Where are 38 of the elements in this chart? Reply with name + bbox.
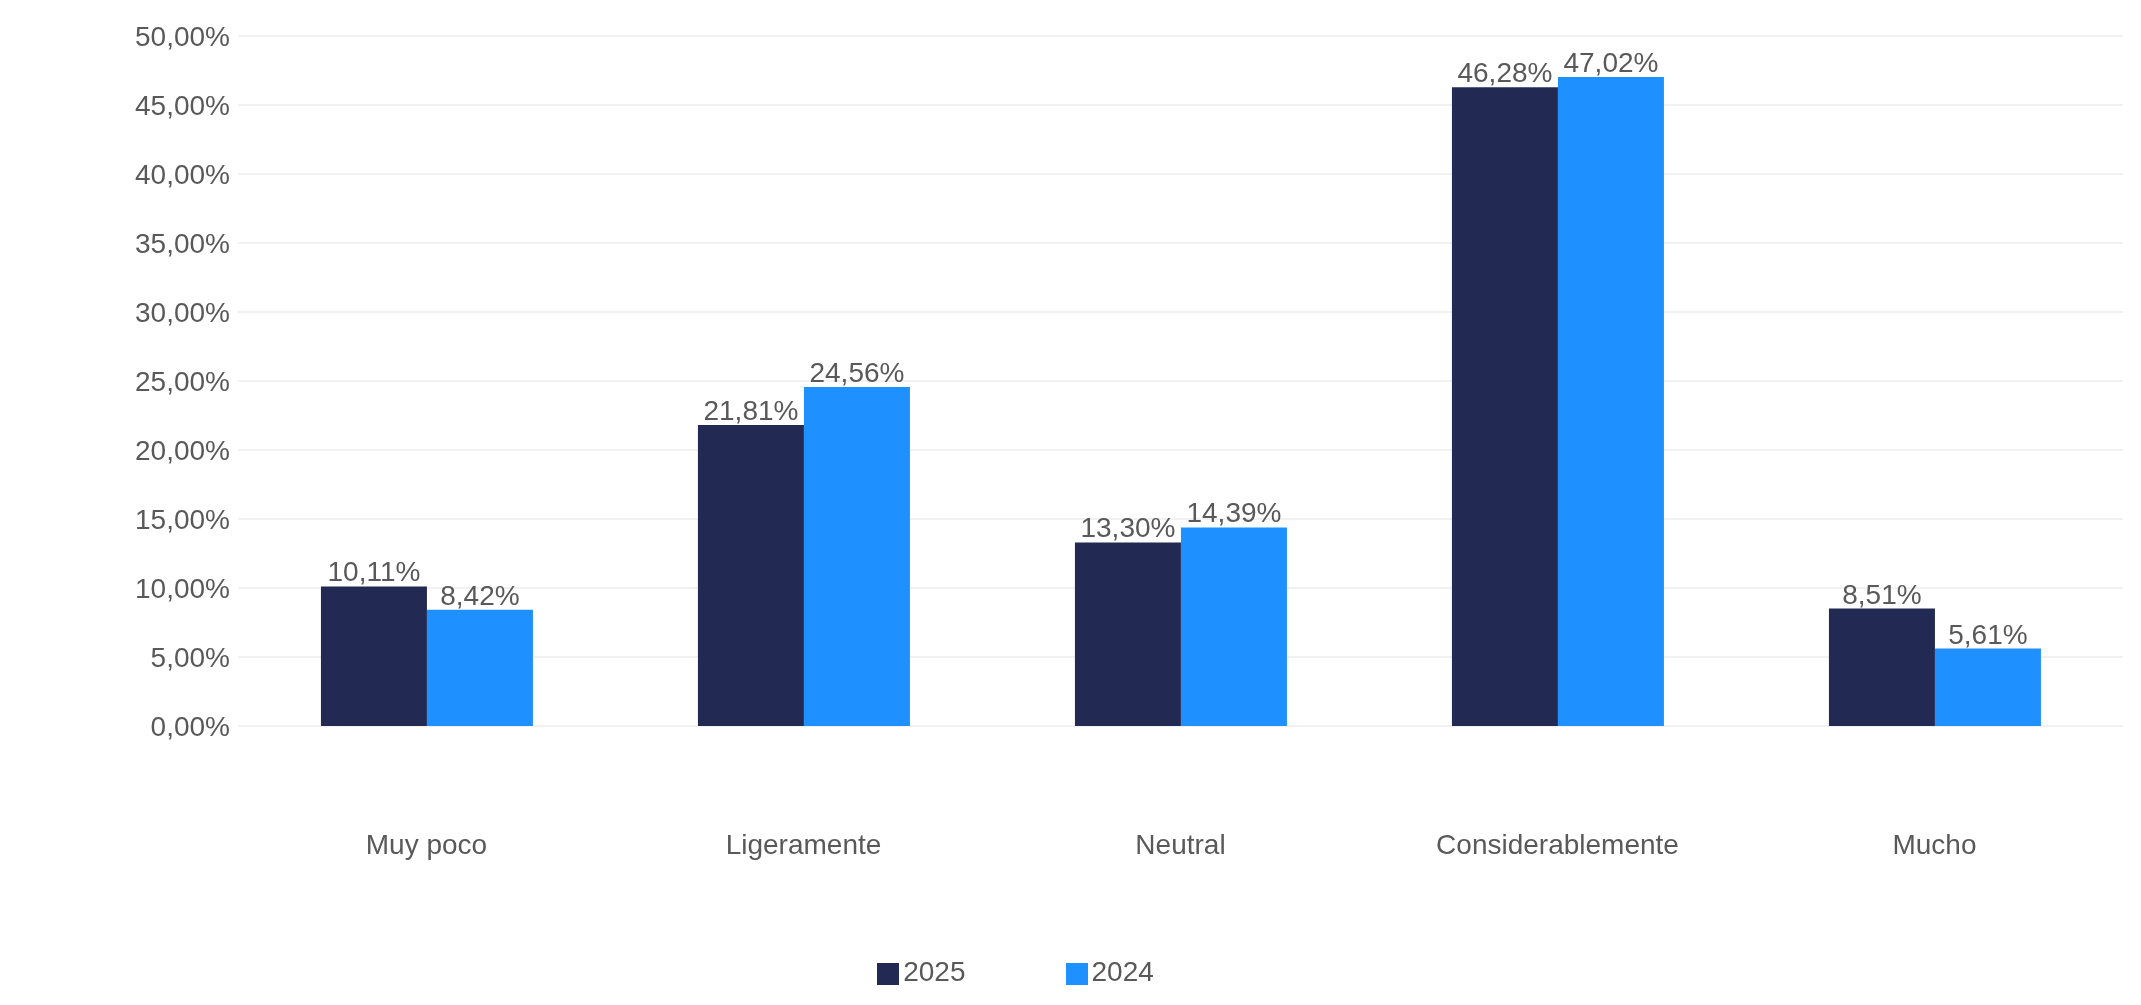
y-tick-label: 30,00% xyxy=(135,296,230,328)
data-label: 14,39% xyxy=(1186,497,1282,529)
data-label: 46,28% xyxy=(1457,57,1553,89)
x-tick-label: Neutral xyxy=(1135,828,1226,860)
bar xyxy=(1934,648,2041,726)
data-label: 8,51% xyxy=(1842,578,1922,610)
bar xyxy=(426,609,533,726)
x-tick-label: Mucho xyxy=(1892,828,1977,860)
data-label: 8,42% xyxy=(440,579,520,611)
bar xyxy=(320,586,427,726)
bar xyxy=(1074,542,1181,726)
legend-label: 2025 xyxy=(903,956,966,987)
y-tick-label: 15,00% xyxy=(135,503,230,535)
y-tick-label: 10,00% xyxy=(135,572,230,604)
data-label: 24,56% xyxy=(809,357,905,389)
bar xyxy=(1828,608,1935,726)
x-tick-label: Muy poco xyxy=(365,828,488,860)
data-label: 13,30% xyxy=(1080,512,1176,544)
bar xyxy=(1451,87,1558,726)
bar xyxy=(1557,77,1664,726)
y-tick-label: 0,00% xyxy=(150,710,230,742)
bar xyxy=(1180,527,1287,726)
data-label: 5,61% xyxy=(1948,618,2028,650)
y-tick-label: 25,00% xyxy=(135,365,230,397)
y-tick-label: 50,00% xyxy=(135,20,230,52)
y-tick-label: 45,00% xyxy=(135,89,230,121)
legend-label: 2024 xyxy=(1091,956,1154,987)
x-tick-label: Considerablemente xyxy=(1436,828,1679,860)
y-tick-label: 5,00% xyxy=(150,641,230,673)
y-tick-label: 40,00% xyxy=(135,158,230,190)
x-tick-label: Ligeramente xyxy=(725,828,882,860)
y-tick-label: 35,00% xyxy=(135,227,230,259)
data-label: 47,02% xyxy=(1563,47,1659,79)
y-tick-label: 20,00% xyxy=(135,434,230,466)
bar xyxy=(697,425,804,726)
bar xyxy=(803,387,910,726)
data-label: 10,11% xyxy=(327,556,421,588)
data-label: 21,81% xyxy=(703,395,799,427)
